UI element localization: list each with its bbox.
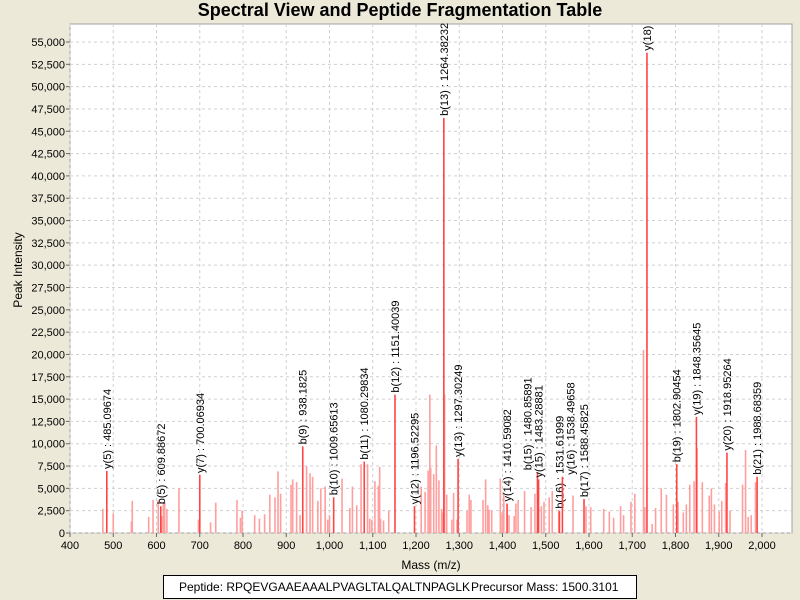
x-tick-label: 1,200: [402, 540, 430, 552]
x-tick-label: 1,800: [662, 540, 690, 552]
y-tick-label: 27,500: [31, 283, 65, 295]
y-tick-label: 42,500: [31, 149, 65, 161]
x-tick-label: 400: [61, 540, 79, 552]
peak-label: y(20) : 1918.95264: [722, 358, 734, 450]
peak-label: b(5) : 609.88672: [156, 423, 168, 504]
peak-label: b(15) : 1480.85891: [522, 377, 534, 470]
peak-label: y(5) : 485.09674: [102, 389, 114, 469]
peptide-sequence: Peptide: RPQEVGAAEAAALPVAGLTALQALTNPAGLK: [179, 580, 471, 594]
y-tick-label: 0: [59, 528, 65, 540]
x-tick-label: 700: [191, 540, 209, 552]
y-tick-label: 30,000: [31, 260, 65, 272]
peak-label: y(14) : 1410.59082: [502, 409, 514, 501]
x-axis-label: Mass (m/z): [401, 558, 460, 572]
y-tick-label: 15,000: [31, 394, 65, 406]
y-tick-label: 40,000: [31, 171, 65, 183]
y-tick-label: 52,500: [31, 59, 65, 71]
x-tick-label: 500: [104, 540, 122, 552]
y-tick-label: 45,000: [31, 126, 65, 138]
x-tick-label: 1,500: [532, 540, 560, 552]
y-tick-label: 55,000: [31, 37, 65, 49]
x-tick-label: 1,300: [445, 540, 473, 552]
y-axis-label: Peak Intensity: [11, 232, 25, 307]
x-tick-label: 900: [277, 540, 295, 552]
peak-label: y(18): [642, 26, 654, 51]
peak-label: y(19) : 1848.35645: [691, 323, 703, 415]
peak-label: b(9) : 938.1825: [298, 370, 310, 445]
x-tick-label: 1,700: [618, 540, 646, 552]
peak-label: b(17) : 1588.45825: [579, 404, 591, 497]
x-tick-label: 1,000: [316, 540, 344, 552]
y-tick-label: 37,500: [31, 193, 65, 205]
y-tick-label: 5,000: [37, 483, 65, 495]
x-tick-label: 600: [147, 540, 165, 552]
x-tick-label: 1,600: [575, 540, 603, 552]
peak-label: y(13) : 1297.30249: [453, 365, 465, 457]
y-tick-label: 25,000: [31, 305, 65, 317]
peak-label: b(12) : 1151.40039: [390, 300, 402, 392]
peak-label: y(16) : 1538.49658: [565, 382, 577, 474]
peak-label: b(21) : 1988.68359: [752, 382, 764, 475]
peak-label: y(7) : 700.06934: [195, 393, 207, 473]
y-tick-label: 22,500: [31, 327, 65, 339]
y-tick-label: 47,500: [31, 104, 65, 116]
x-tick-label: 1,900: [705, 540, 733, 552]
y-tick-label: 12,500: [31, 416, 65, 428]
precursor-mass: Precursor Mass: 1500.3101: [471, 580, 619, 594]
peak-label: b(11) : 1080.29834: [359, 367, 371, 459]
y-tick-label: 20,000: [31, 349, 65, 361]
peak-label: b(10) : 1009.65613: [329, 402, 341, 495]
x-tick-label: 1,400: [489, 540, 517, 552]
x-tick-label: 1,100: [359, 540, 387, 552]
y-tick-label: 50,000: [31, 82, 65, 94]
y-tick-label: 35,000: [31, 216, 65, 228]
peak-label: b(19) : 1802.90454: [672, 369, 684, 462]
y-tick-label: 2,500: [37, 506, 65, 518]
y-tick-label: 10,000: [31, 439, 65, 451]
peak-label: b(13) : 1264.38232: [439, 23, 451, 116]
x-tick-label: 2,000: [748, 540, 776, 552]
y-tick-label: 7,500: [37, 461, 65, 473]
peak-label: b(16) : 1531.61999: [554, 416, 566, 509]
peptide-info-box: Peptide: RPQEVGAAEAAALPVAGLTALQALTNPAGLK…: [163, 575, 637, 599]
peak-label: y(15) : 1483.28881: [534, 385, 546, 477]
y-tick-label: 17,500: [31, 372, 65, 384]
x-tick-label: 800: [234, 540, 252, 552]
chart-title: Spectral View and Peptide Fragmentation …: [197, 0, 603, 20]
y-tick-label: 32,500: [31, 238, 65, 250]
peak-label: y(12) : 1196.52295: [409, 413, 421, 505]
